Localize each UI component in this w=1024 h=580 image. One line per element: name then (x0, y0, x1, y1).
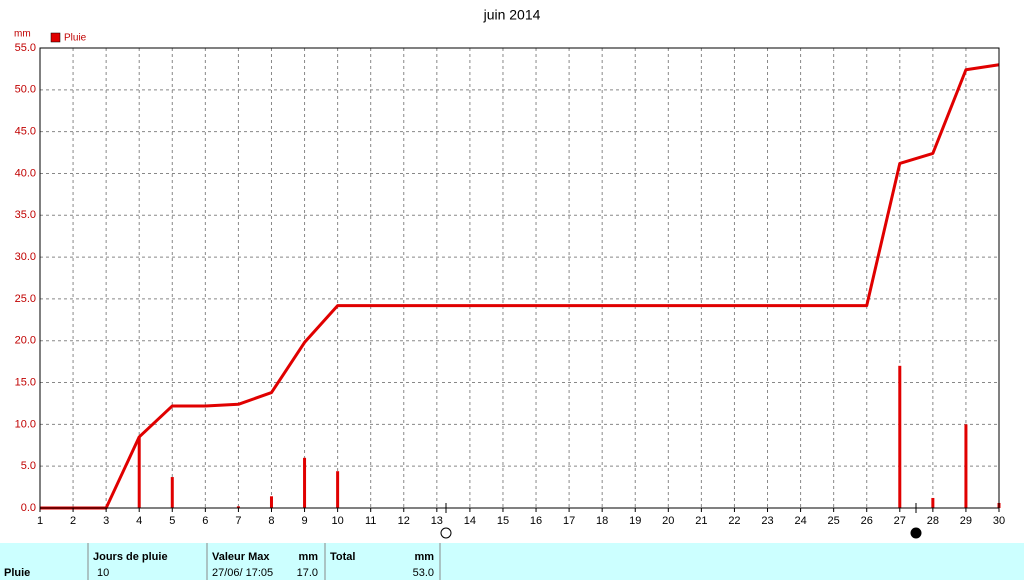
bar (931, 497, 935, 508)
x-tick-label: 22 (728, 515, 740, 527)
chart-title: juin 2014 (483, 7, 541, 23)
line (40, 63, 1000, 510)
x-tick-label: 15 (497, 515, 509, 527)
cell: 17.0 (297, 567, 318, 579)
y-tick-label: 20.0 (15, 335, 36, 347)
column-unit: mm (298, 551, 318, 563)
y-tick-label: 10.0 (15, 418, 36, 430)
column-header: Total (330, 551, 355, 563)
bar (964, 424, 968, 508)
bar (269, 496, 273, 508)
x-tick-label: 29 (960, 515, 972, 527)
column-header: Jours de pluie (93, 551, 168, 563)
y-tick-label: 30.0 (15, 251, 36, 263)
legend-label: Pluie (64, 33, 87, 44)
x-tick-label: 19 (629, 515, 641, 527)
x-tick-label: 13 (431, 515, 443, 527)
x-tick-label: 24 (794, 515, 806, 527)
bar (137, 436, 141, 508)
y-tick-label: 40.0 (15, 167, 36, 179)
x-tick-label: 11 (365, 515, 376, 527)
y-tick-label: 25.0 (15, 293, 36, 305)
column-unit: mm (414, 551, 434, 563)
x-tick-label: 5 (169, 515, 175, 527)
cell: 10 (97, 567, 109, 579)
cell: 53.0 (413, 567, 434, 579)
plot-border (39, 47, 1000, 509)
bar (170, 477, 174, 508)
y-tick-label: 0.0 (21, 502, 36, 514)
x-tick-label: 30 (993, 515, 1005, 527)
bar (236, 506, 240, 508)
x-tick-label: 28 (927, 515, 939, 527)
x-tick-label: 27 (894, 515, 906, 527)
x-tick-label: 17 (563, 515, 575, 527)
column-header: Valeur Max (212, 551, 270, 563)
x-tick-label: 6 (202, 515, 208, 527)
full-moon-icon (440, 527, 452, 539)
x-tick-label: 16 (530, 515, 542, 527)
x-tick-label: 18 (596, 515, 608, 527)
cell: 27/06/ 17:05 (212, 567, 273, 579)
bar (336, 471, 340, 508)
bar (898, 365, 902, 508)
x-tick-label: 7 (235, 515, 241, 527)
x-tick-label: 14 (464, 515, 476, 527)
x-tick-label: 8 (268, 515, 274, 527)
x-tick-label: 23 (761, 515, 773, 527)
x-tick-label: 20 (662, 515, 674, 527)
y-tick-label: 15.0 (15, 376, 36, 388)
x-tick-label: 21 (695, 515, 707, 527)
x-tick-label: 1 (37, 515, 43, 527)
table-bg (0, 543, 1024, 580)
x-tick-label: 4 (136, 515, 142, 527)
row-label: Pluie (4, 567, 30, 579)
x-tick-label: 3 (103, 515, 109, 527)
bar (303, 457, 307, 508)
plot (39, 47, 1001, 510)
x-tick-label: 2 (70, 515, 76, 527)
y-tick-label: 45.0 (15, 126, 36, 138)
x-tick-label: 9 (301, 515, 307, 527)
y-tick-label: 55.0 (15, 42, 36, 54)
summary-table: Pluie Jours de pluie 10 Valeur Max mm 27… (0, 543, 1024, 580)
x-tick-label: 10 (331, 515, 343, 527)
y-tick-label: 35.0 (15, 209, 36, 221)
y-tick-label: 50.0 (15, 84, 36, 96)
new-moon-icon (910, 527, 922, 539)
x-tick-label: 26 (861, 515, 873, 527)
x-tick-label: 12 (398, 515, 410, 527)
y-unit: mm (14, 29, 31, 40)
x-tick-label: 25 (828, 515, 840, 527)
y-tick-label: 5.0 (21, 460, 36, 472)
legend-swatch (50, 32, 61, 43)
